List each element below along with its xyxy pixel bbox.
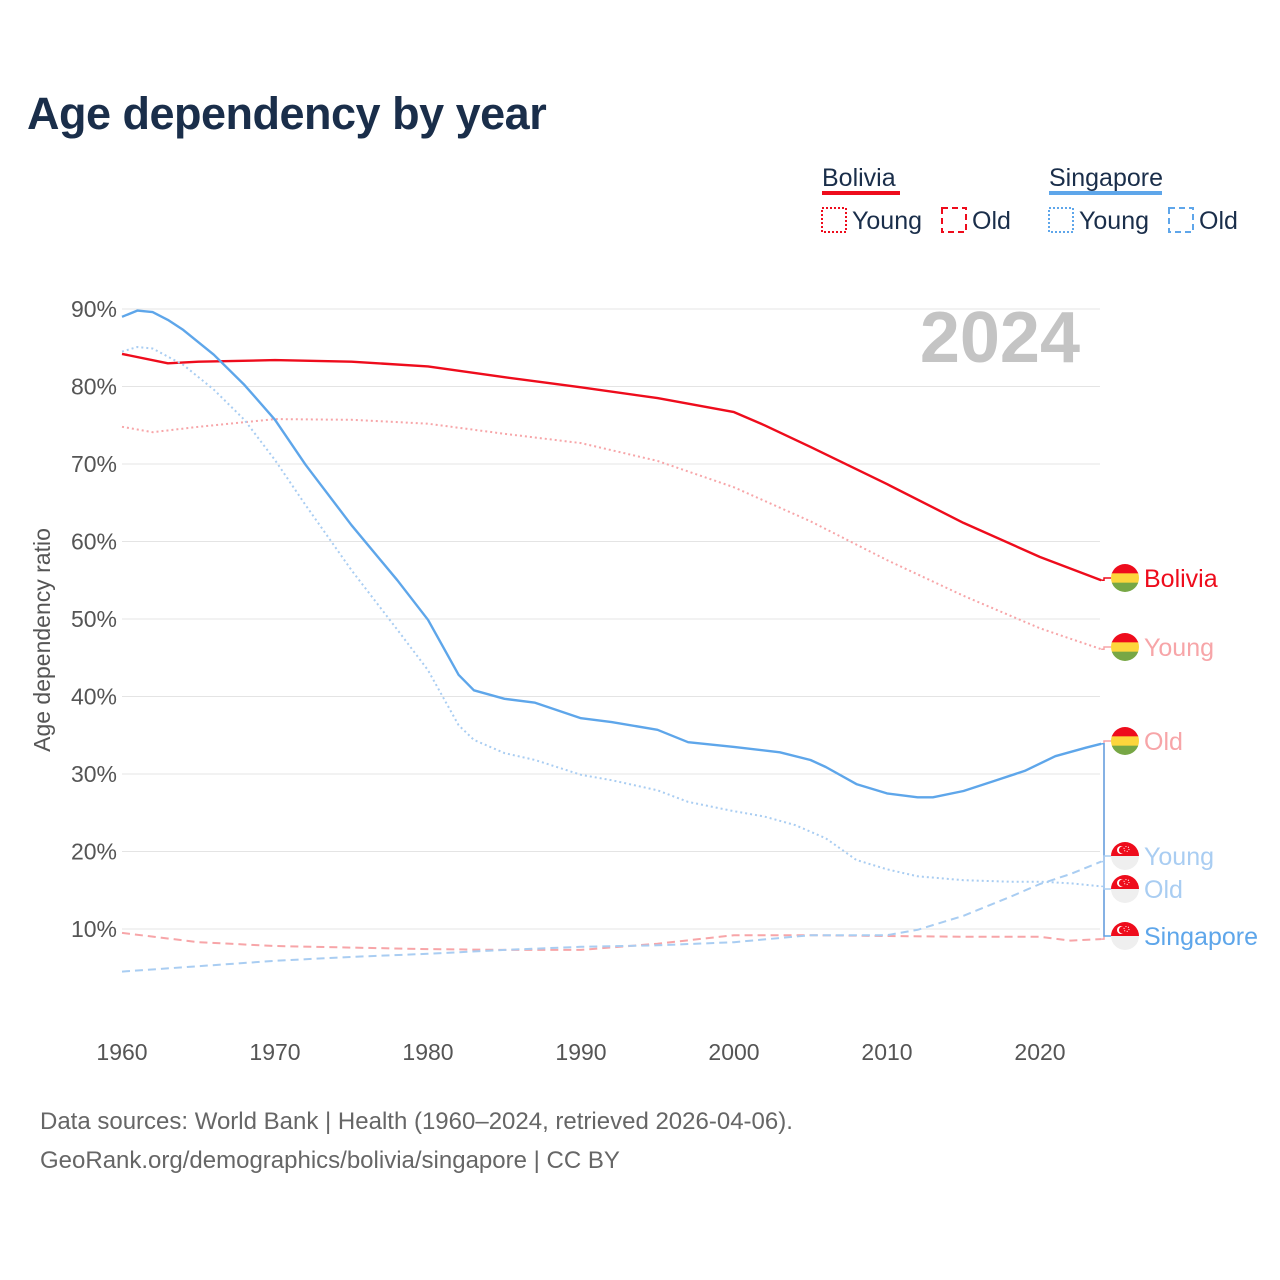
y-tick-label: 90%	[71, 296, 117, 322]
flag-crescent	[1118, 879, 1127, 887]
end-label-text: Bolivia	[1144, 565, 1218, 593]
flag-stripe	[1111, 651, 1139, 661]
flag-crescent	[1118, 846, 1127, 854]
x-tick-label: 2000	[708, 1039, 759, 1065]
x-tick-label: 1960	[96, 1039, 147, 1065]
dashed-line-swatch-icon	[1168, 207, 1194, 233]
series-line-bolivia-young	[121, 418, 1102, 651]
leader-line	[1101, 855, 1111, 888]
flag-stars	[1123, 846, 1130, 852]
legend-underline	[1049, 191, 1162, 195]
end-label-bolivia: Bolivia	[1101, 564, 1218, 593]
flag-crescent	[1118, 926, 1127, 934]
footer-url[interactable]: GeoRank.org/demographics/bolivia/singapo…	[40, 1147, 620, 1174]
end-label-bolivia-old: Old	[1101, 727, 1183, 940]
y-tick-label: 80%	[71, 374, 117, 400]
legend-group-singapore[interactable]: Singapore Young Old	[1048, 164, 1238, 235]
flag-stripe	[1111, 642, 1139, 653]
flag-stars	[1123, 879, 1130, 885]
x-tick-label: 1980	[402, 1039, 453, 1065]
flag-stripe	[1111, 745, 1139, 755]
dotted-line-swatch-icon	[821, 207, 847, 233]
leader-line	[1101, 860, 1111, 890]
x-axis-ticks: 1960 1970 1980 1990 2000 2010 2020	[96, 1039, 1065, 1065]
bolivia-flag-icon	[1111, 633, 1139, 661]
chart-title: Age dependency by year	[27, 88, 547, 139]
legend-item: Young	[852, 207, 922, 235]
singapore-flag-icon	[1111, 875, 1139, 903]
y-tick-label: 50%	[71, 606, 117, 632]
leader-line	[1101, 646, 1111, 650]
flag-stripe	[1111, 564, 1139, 575]
bolivia-flag-icon	[1111, 727, 1139, 755]
leader-line	[1101, 740, 1111, 940]
x-tick-label: 2020	[1014, 1039, 1065, 1065]
bolivia-flag-icon	[1111, 564, 1139, 592]
end-label-text: Old	[1144, 876, 1183, 904]
flag-stripe	[1111, 856, 1139, 870]
flag-stripe	[1111, 582, 1139, 592]
gridlines	[122, 308, 1100, 930]
x-tick-label: 1970	[249, 1039, 300, 1065]
year-watermark: 2024	[920, 298, 1080, 378]
end-label-singapore-old: Old	[1101, 860, 1183, 904]
end-label-text: Old	[1144, 728, 1183, 756]
flag-stripe	[1111, 573, 1139, 584]
legend-item: Old	[972, 207, 1011, 235]
leader-line	[1101, 577, 1111, 581]
y-tick-label: 70%	[71, 451, 117, 477]
dotted-line-swatch-icon	[1048, 207, 1074, 233]
x-tick-label: 2010	[861, 1039, 912, 1065]
end-label-text: Young	[1144, 634, 1214, 662]
series-line-singapore-young	[121, 346, 1102, 888]
legend-item: Young	[1079, 207, 1149, 235]
legend-country: Singapore	[1049, 164, 1163, 192]
y-axis-label: Age dependency ratio	[29, 528, 55, 752]
end-label-text: Singapore	[1144, 923, 1258, 951]
singapore-flag-icon	[1111, 922, 1139, 950]
singapore-flag-icon	[1111, 842, 1139, 870]
legend-country: Bolivia	[822, 164, 896, 192]
series-lines	[121, 309, 1102, 973]
series-line-singapore	[121, 309, 1102, 799]
y-tick-label: 60%	[71, 529, 117, 555]
y-axis-ticks: 10% 20% 30% 40% 50% 60% 70% 80% 90%	[71, 296, 117, 942]
legend-underline	[822, 191, 900, 195]
y-tick-label: 20%	[71, 839, 117, 865]
footer-sources: Data sources: World Bank | Health (1960–…	[40, 1108, 793, 1135]
end-label-text: Young	[1144, 843, 1214, 871]
legend-group-bolivia[interactable]: Bolivia Young Old	[821, 164, 1011, 235]
x-tick-label: 1990	[555, 1039, 606, 1065]
end-label-singapore: Singapore	[1101, 743, 1258, 951]
dashed-line-swatch-icon	[941, 207, 967, 233]
flag-stripe	[1111, 936, 1139, 950]
end-labels: Bolivia Young Old Singapore Young Old	[1101, 564, 1258, 951]
legend: Bolivia Young Old Singapore Young Old	[821, 164, 1238, 235]
end-label-bolivia-young: Young	[1101, 633, 1214, 662]
flag-stripe	[1111, 889, 1139, 903]
flag-stripe	[1111, 736, 1139, 747]
end-label-singapore-young: Young	[1101, 842, 1214, 888]
series-line-bolivia-old	[121, 931, 1102, 951]
series-line-singapore-old	[121, 860, 1102, 973]
flag-stripe	[1111, 727, 1139, 738]
y-tick-label: 10%	[71, 916, 117, 942]
flag-stripe	[1111, 633, 1139, 644]
series-line-bolivia	[121, 352, 1102, 582]
flag-stars	[1123, 926, 1130, 932]
leader-line	[1101, 743, 1111, 937]
legend-item: Old	[1199, 207, 1238, 235]
y-tick-label: 40%	[71, 684, 117, 710]
y-tick-label: 30%	[71, 761, 117, 787]
